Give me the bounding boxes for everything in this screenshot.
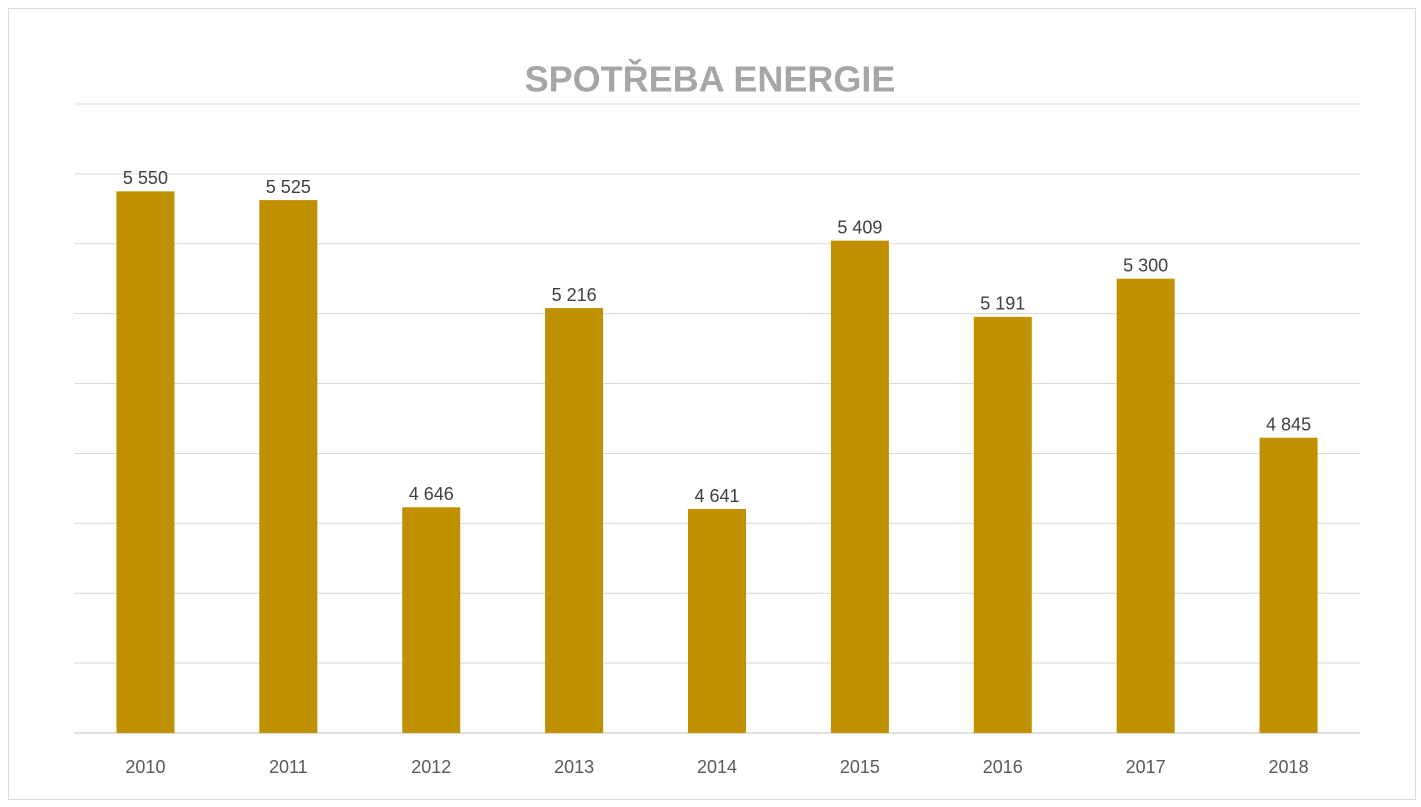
x-tick-label: 2018 (1269, 757, 1309, 777)
x-tick-label: 2013 (554, 757, 594, 777)
x-tick-label: 2017 (1126, 757, 1166, 777)
x-tick-label: 2016 (983, 757, 1023, 777)
data-label: 5 525 (266, 177, 311, 197)
x-tick-label: 2015 (840, 757, 880, 777)
data-label: 5 216 (552, 285, 597, 305)
data-label: 5 300 (1123, 255, 1168, 275)
x-tick-label: 2014 (697, 757, 737, 777)
bar (1116, 278, 1175, 733)
data-label: 5 550 (123, 168, 168, 188)
bar (545, 308, 604, 733)
bar (1259, 437, 1318, 733)
chart-title: SPOTŘEBA ENERGIE (525, 58, 896, 100)
x-tick-label: 2011 (269, 757, 308, 777)
bar (402, 507, 461, 733)
bar (973, 316, 1032, 733)
bar (688, 509, 746, 733)
data-label: 4 845 (1266, 414, 1311, 434)
bar (116, 191, 175, 734)
bar (830, 240, 889, 733)
data-label: 5 191 (980, 294, 1025, 314)
data-label: 4 646 (409, 484, 454, 504)
bar (259, 200, 318, 733)
data-label: 5 409 (837, 217, 882, 237)
data-label: 4 641 (694, 486, 739, 506)
x-tick-label: 2012 (411, 757, 451, 777)
x-tick-label: 2010 (125, 757, 165, 777)
